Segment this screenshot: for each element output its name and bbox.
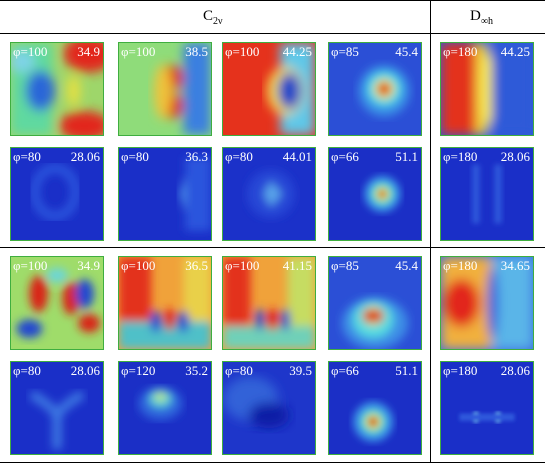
phi-label: φ=100 <box>121 258 156 273</box>
phi-label: φ=80 <box>225 149 253 164</box>
phi-label: φ=180 <box>443 258 478 273</box>
panel-r3-c5: φ=180 34.65 <box>440 256 534 350</box>
value-label: 44.01 <box>282 149 312 164</box>
phi-label: φ=80 <box>121 149 149 164</box>
panel-r4-c3: φ=80 39.5 <box>222 361 316 455</box>
heatmap <box>441 362 533 454</box>
heatmap <box>329 362 421 454</box>
panel-r3-c4: φ=85 45.4 <box>328 256 422 350</box>
rule-header <box>0 33 545 34</box>
rule-top <box>0 0 545 1</box>
phi-label: φ=180 <box>443 363 478 378</box>
heatmap <box>11 362 103 454</box>
value-label: 45.4 <box>395 258 418 273</box>
phi-label: φ=100 <box>225 258 260 273</box>
rule-vertical <box>430 0 431 463</box>
heatmap <box>441 43 533 135</box>
heatmap <box>441 148 533 240</box>
heatmap <box>223 257 315 349</box>
phi-label: φ=100 <box>225 44 260 59</box>
value-label: 36.3 <box>185 149 208 164</box>
value-label: 35.2 <box>185 363 208 378</box>
panel-r2-c4: φ=66 51.1 <box>328 147 422 241</box>
value-label: 38.5 <box>185 44 208 59</box>
rule-middle <box>0 247 545 248</box>
value-label: 28.06 <box>500 363 530 378</box>
phi-label: φ=180 <box>443 44 478 59</box>
value-label: 28.06 <box>70 363 100 378</box>
value-label: 28.06 <box>70 149 100 164</box>
header-c2v-main: C <box>203 8 214 24</box>
heatmap <box>329 257 421 349</box>
panel-r1-c4: φ=85 45.4 <box>328 42 422 136</box>
header-c2v: C2ν <box>203 8 223 27</box>
heatmap <box>441 257 533 349</box>
value-label: 44.25 <box>282 44 312 59</box>
panel-r4-c5: φ=180 28.06 <box>440 361 534 455</box>
panel-r2-c5: φ=180 28.06 <box>440 147 534 241</box>
phi-label: φ=66 <box>331 363 359 378</box>
value-label: 34.9 <box>77 258 100 273</box>
heatmap <box>119 43 211 135</box>
phi-label: φ=85 <box>331 258 359 273</box>
value-label: 28.06 <box>500 149 530 164</box>
value-label: 34.65 <box>500 258 530 273</box>
header-dinfh: D∞h <box>470 8 493 27</box>
header-dinfh-main: D <box>470 8 481 24</box>
panel-r2-c3: φ=80 44.01 <box>222 147 316 241</box>
value-label: 36.5 <box>185 258 208 273</box>
panel-r1-c3: φ=100 44.25 <box>222 42 316 136</box>
panel-r4-c1: φ=80 28.06 <box>10 361 104 455</box>
panel-r4-c4: φ=66 51.1 <box>328 361 422 455</box>
phi-label: φ=66 <box>331 149 359 164</box>
heatmap <box>119 257 211 349</box>
phi-label: φ=100 <box>121 44 156 59</box>
panel-r1-c5: φ=180 44.25 <box>440 42 534 136</box>
panel-r1-c2: φ=100 38.5 <box>118 42 212 136</box>
phi-label: φ=80 <box>13 363 41 378</box>
heatmap <box>11 148 103 240</box>
panel-r2-c2: φ=80 36.3 <box>118 147 212 241</box>
phi-label: φ=120 <box>121 363 156 378</box>
value-label: 44.25 <box>500 44 530 59</box>
value-label: 45.4 <box>395 44 418 59</box>
heatmap <box>11 43 103 135</box>
phi-label: φ=180 <box>443 149 478 164</box>
value-label: 41.15 <box>282 258 312 273</box>
phi-label: φ=100 <box>13 44 48 59</box>
panel-r3-c1: φ=100 34.9 <box>10 256 104 350</box>
header-dinfh-sub: ∞h <box>480 16 493 27</box>
heatmap <box>223 362 315 454</box>
value-label: 51.1 <box>395 363 418 378</box>
heatmap <box>223 148 315 240</box>
heatmap <box>329 43 421 135</box>
heatmap <box>119 362 211 454</box>
value-label: 39.5 <box>289 363 312 378</box>
panel-r3-c3: φ=100 41.15 <box>222 256 316 350</box>
value-label: 51.1 <box>395 149 418 164</box>
panel-r1-c1: φ=100 34.9 <box>10 42 104 136</box>
heatmap <box>329 148 421 240</box>
phi-label: φ=80 <box>225 363 253 378</box>
heatmap <box>119 148 211 240</box>
panel-r4-c2: φ=120 35.2 <box>118 361 212 455</box>
header-c2v-sub: 2ν <box>213 16 223 27</box>
heatmap <box>11 257 103 349</box>
phi-label: φ=100 <box>13 258 48 273</box>
heatmap <box>223 43 315 135</box>
phi-label: φ=85 <box>331 44 359 59</box>
panel-r3-c2: φ=100 36.5 <box>118 256 212 350</box>
panel-r2-c1: φ=80 28.06 <box>10 147 104 241</box>
value-label: 34.9 <box>77 44 100 59</box>
phi-label: φ=80 <box>13 149 41 164</box>
